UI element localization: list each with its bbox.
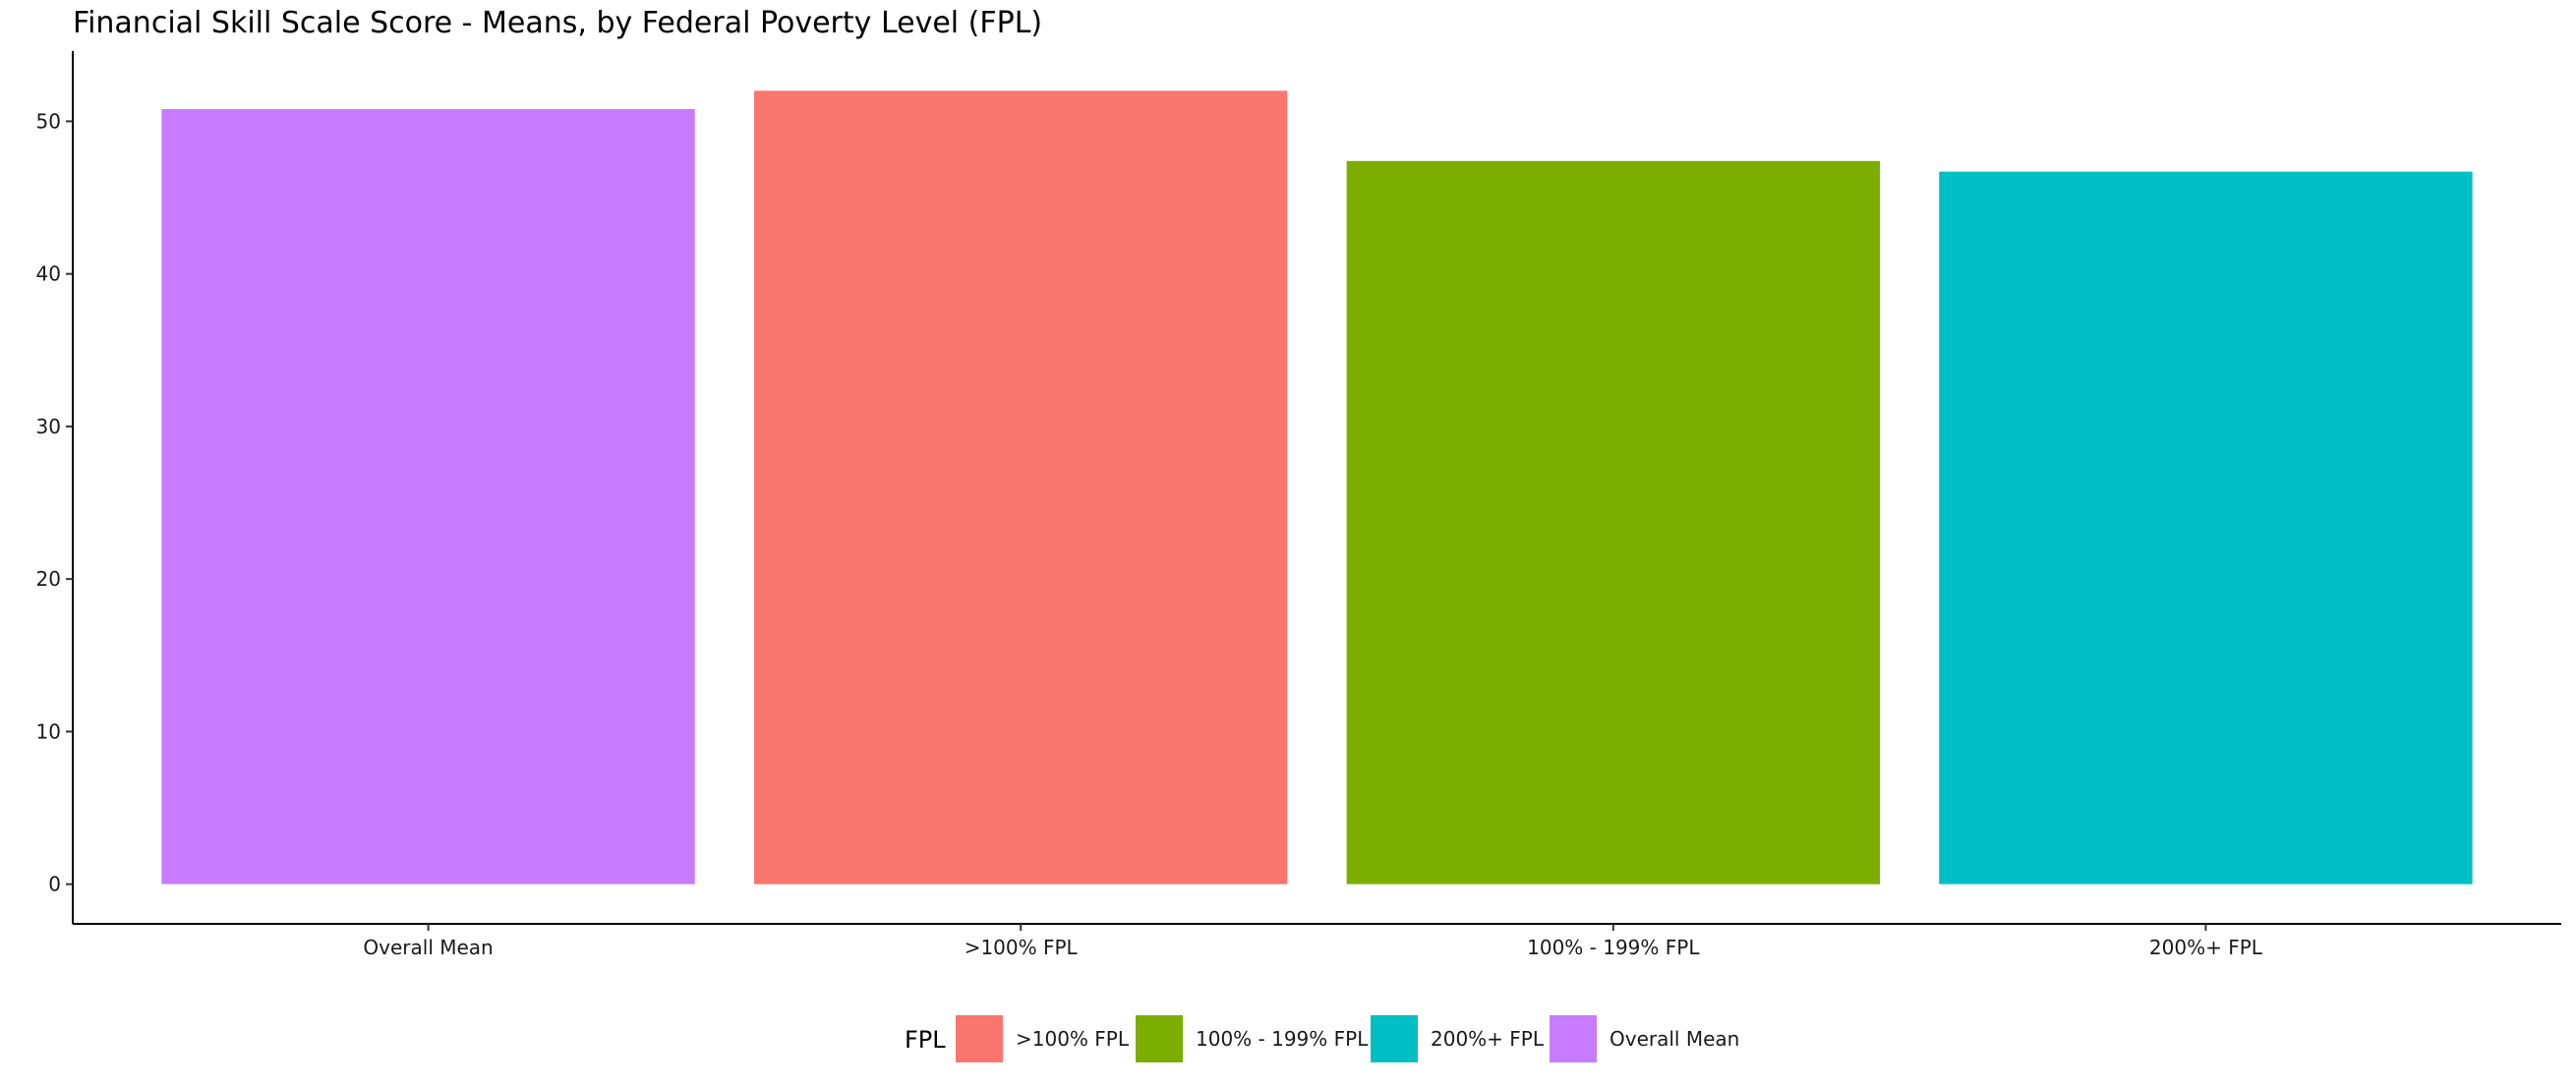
- bars: [161, 90, 2473, 885]
- bar-1: [161, 108, 695, 885]
- bar-3: [1346, 160, 1880, 885]
- y-tick-label: 0: [48, 873, 61, 896]
- legend-label: 200%+ FPL: [1431, 1027, 1545, 1051]
- x-tick-label: >100% FPL: [965, 936, 1079, 959]
- y-tick-label: 20: [36, 567, 61, 591]
- chart-title: Financial Skill Scale Score - Means, by …: [73, 6, 1042, 40]
- x-tick-label: 200%+ FPL: [2149, 936, 2263, 959]
- y-tick-label: 40: [36, 262, 61, 286]
- bar-2: [754, 90, 1288, 885]
- legend-label: >100% FPL: [1016, 1027, 1130, 1051]
- legend: FPL >100% FPL 100% - 199% FPL 200%+ FPL Ove…: [905, 1015, 1739, 1062]
- x-tick-label: Overall Mean: [363, 936, 493, 959]
- y-tick-label: 50: [36, 109, 61, 133]
- bar-4: [1939, 171, 2473, 885]
- y-tick-label: 10: [36, 719, 61, 743]
- legend-key-1: [956, 1015, 1003, 1062]
- y-tick-label: 30: [36, 415, 61, 438]
- legend-label: 100% - 199% FPL: [1196, 1027, 1369, 1051]
- legend-title: FPL: [905, 1026, 946, 1054]
- legend-key-2: [1136, 1015, 1183, 1062]
- legend-key-4: [1550, 1015, 1597, 1062]
- legend-key-3: [1371, 1015, 1418, 1062]
- legend-label: Overall Mean: [1610, 1027, 1739, 1051]
- x-tick-label: 100% - 199% FPL: [1527, 936, 1700, 959]
- axes: 0 10 20 30 40 50 Overall Mean >100% FPL 100% - 1…: [36, 51, 2561, 959]
